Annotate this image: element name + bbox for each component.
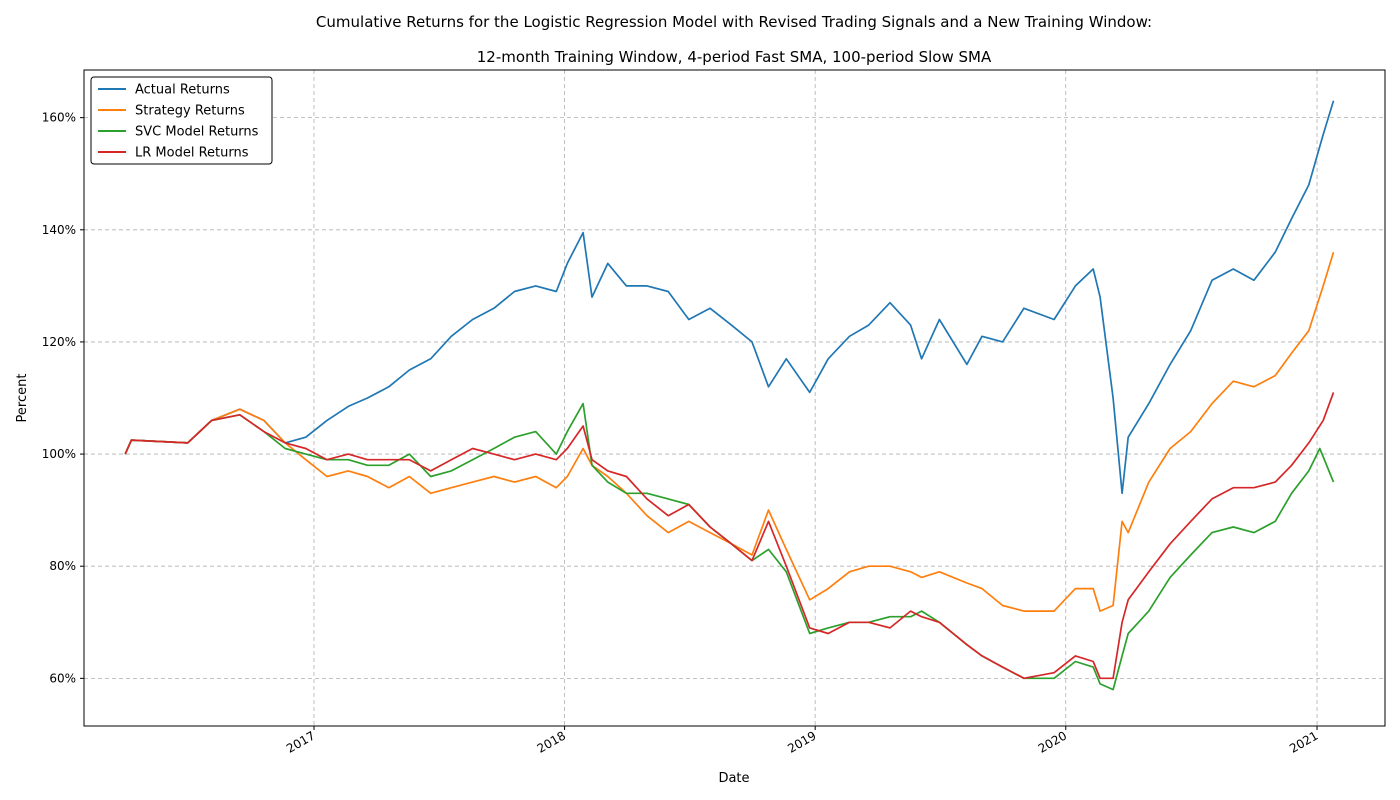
y-axis-label: Percent	[15, 374, 30, 423]
y-tick-label: 120%	[42, 335, 76, 349]
series-line-actual-returns	[124, 100, 1335, 495]
y-tick-label: 60%	[49, 671, 76, 685]
grid	[84, 70, 1385, 726]
legend: Actual Returns Strategy Returns SVC Model …	[90, 76, 273, 165]
legend-label: Actual Returns	[135, 83, 230, 98]
series-line-strategy-returns	[124, 251, 1335, 612]
series-line-svc-model-returns	[124, 402, 1335, 691]
y-tick-label: 100%	[42, 447, 76, 461]
y-axis-ticks: 60% 80% 100% 120% 140% 160%	[42, 111, 84, 685]
chart-title: Cumulative Returns for the Logistic Regr…	[316, 13, 1152, 31]
y-tick-label: 160%	[42, 111, 76, 125]
x-axis-label: Date	[718, 771, 749, 786]
y-tick-label: 140%	[42, 223, 76, 237]
chart-subtitle: 12-month Training Window, 4-period Fast …	[477, 48, 992, 66]
y-tick-label: 80%	[49, 559, 76, 573]
legend-label: LR Model Returns	[135, 146, 249, 161]
series-line-lr-model-returns	[124, 392, 1335, 680]
legend-label: SVC Model Returns	[135, 125, 259, 140]
series-lines	[124, 100, 1335, 691]
legend-box	[90, 76, 273, 165]
plot-area-frame	[83, 69, 1386, 727]
legend-label: Strategy Returns	[135, 104, 245, 119]
